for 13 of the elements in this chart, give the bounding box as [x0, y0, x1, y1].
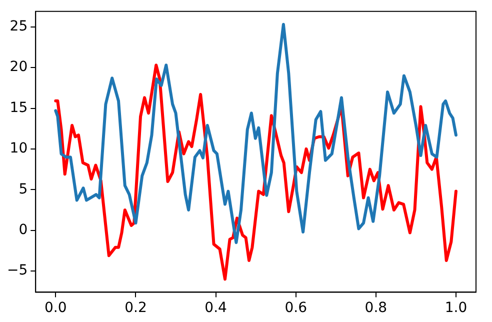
- x-tick-label: 0.2: [124, 300, 147, 316]
- x-tick-label: 0.4: [204, 300, 228, 316]
- y-tick-label: 25: [10, 18, 28, 35]
- y-tick-label: 0: [18, 222, 28, 238]
- x-tick-label: 0.0: [44, 300, 67, 316]
- x-tick-label: 1.0: [444, 300, 468, 316]
- y-tick-label: 5: [18, 181, 28, 198]
- y-tick-label: 15: [10, 100, 28, 116]
- y-tick-label: −5: [6, 262, 28, 279]
- x-tick-label: 0.6: [284, 300, 308, 316]
- x-tick-label: 0.8: [364, 300, 388, 316]
- y-tick-label: 20: [10, 59, 28, 76]
- y-tick-label: 10: [10, 140, 28, 157]
